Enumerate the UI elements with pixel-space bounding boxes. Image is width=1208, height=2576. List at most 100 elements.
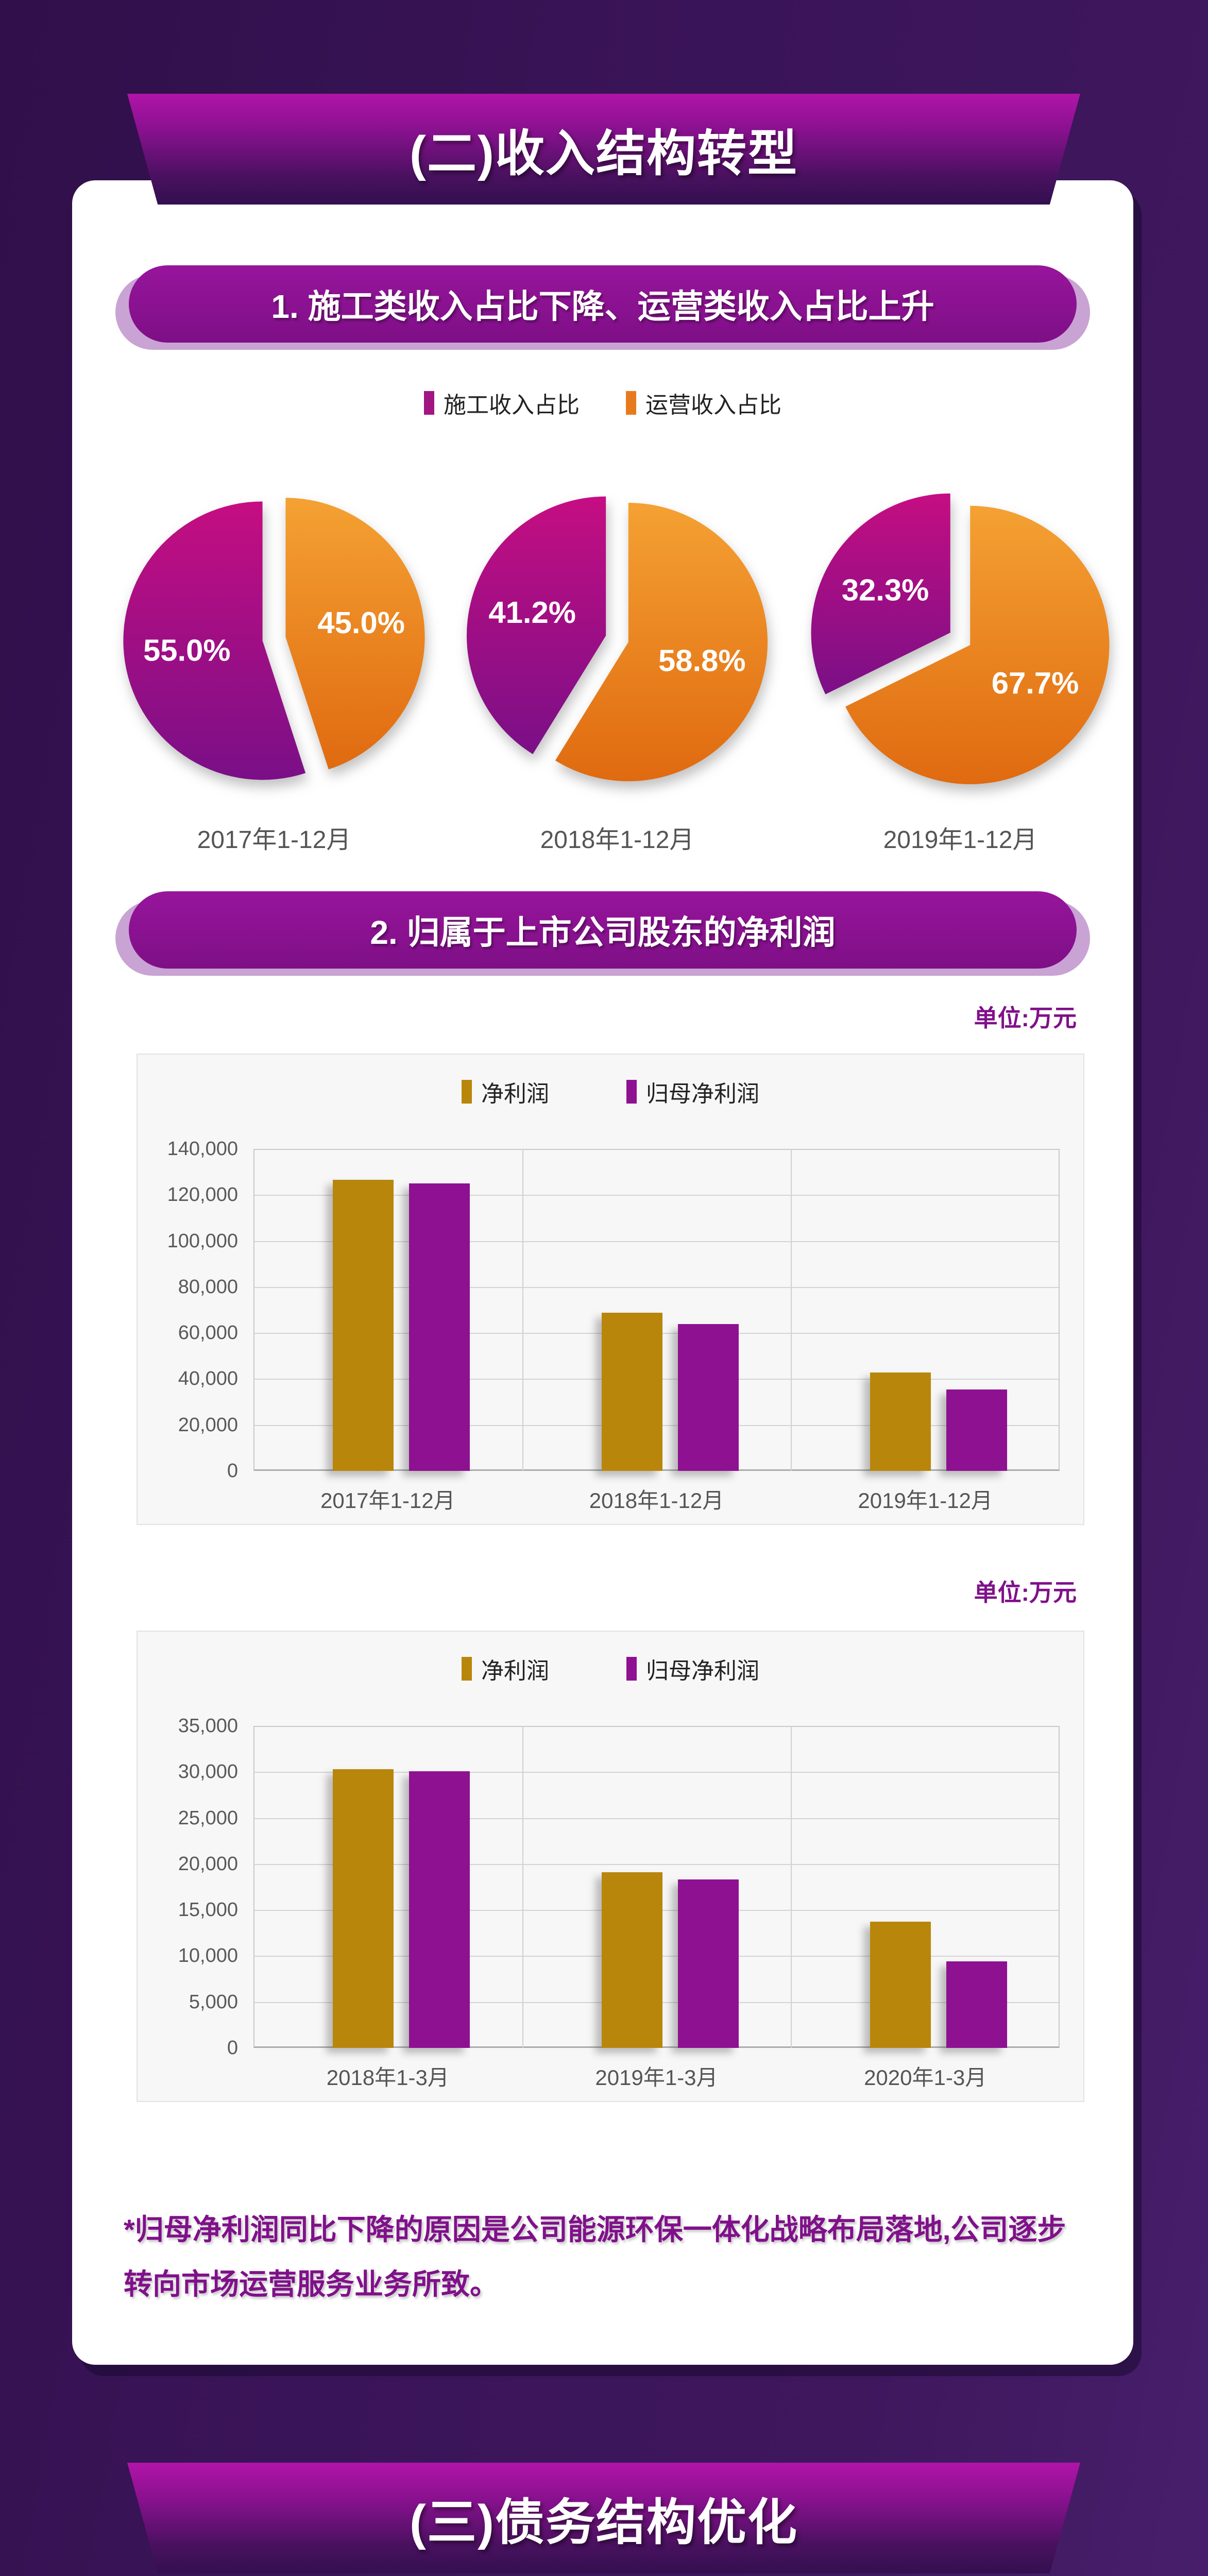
y-axis-label: 100,000 [167,1230,238,1252]
y-axis-label: 140,000 [167,1138,238,1160]
bar-legend-label: 净利润 [481,1081,549,1107]
x-axis-label: 2017年1-12月 [320,1488,455,1513]
bar-归母净利润-2019年1-12月 [946,1389,1008,1471]
bar-归母净利润-2018年1-12月 [677,1324,739,1471]
y-axis-label: 10,000 [178,1945,238,1967]
legend-item-operation: 运营收入占比 [626,386,781,419]
pie-income-2019-svg: 67.7% 32.3% [811,493,1110,785]
pie-slice-运营收入占比 [845,505,1110,785]
income-card: 1. 施工类收入占比下降、运营类收入占比上升 施工收入占比 运营收入占比 45.… [72,180,1133,2365]
category-separator [522,1149,523,1471]
bar-legend: 净利润 归母净利润 [138,1075,1083,1108]
income-pies-banner-text: 1. 施工类收入占比下降、运营类收入占比上升 [271,288,934,325]
bar-legend-label: 归母净利润 [646,1658,759,1684]
y-axis-label: 25,000 [178,1807,238,1829]
bar-净利润-2019年1-3月 [601,1872,662,2048]
gridline [253,1195,1060,1196]
pie-income-2019-caption: 2019年1-12月 [883,826,1037,854]
y-axis-label: 5,000 [189,1991,238,2013]
construction-legend-label: 施工收入占比 [444,393,580,418]
section-income-header-text: (二)收入结构转型 [410,126,798,181]
gridline [253,1772,1060,1773]
bar-legend-item: 归母净利润 [626,1075,759,1108]
pie-percent-label: 55.0% [143,633,231,668]
gridline [253,1286,1060,1288]
pie-chart-income-2019: 67.7% 32.3% 2019年1-12月 [790,469,1130,854]
category-separator [522,1726,523,2048]
section-income-header-ribbon: (二)收入结构转型 [127,94,1080,205]
pie-slice-施工收入占比 [123,501,306,780]
pie-slice-施工收入占比 [811,493,950,694]
pie-income-2018-svg: 58.8% 41.2% [466,496,768,782]
bar-legend-item: 净利润 [462,1075,549,1108]
operation-legend-label: 运营收入占比 [645,393,781,418]
pie-percent-label: 41.2% [488,595,576,630]
pie-slice-运营收入占比 [555,503,768,782]
bar-legend-swatch [462,1657,472,1681]
section-debt-header-text: (三)债务结构优化 [410,2495,798,2550]
bar-归母净利润-2018年1-3月 [409,1771,470,2048]
bar-归母净利润-2019年1-3月 [677,1879,739,2048]
legend-item-construction: 施工收入占比 [424,386,580,419]
y-axis-label: 120,000 [167,1184,238,1206]
y-axis-label: 30,000 [178,1761,238,1783]
unit-label-quarter: 单位:万元 [974,1579,1077,1606]
gridline [253,1818,1060,1819]
x-axis-label: 2019年1-3月 [595,2065,718,2090]
bar-chart-panel-annual: 净利润 归母净利润 0 20,000 40,000 60,000 80,000 100,000… [137,1054,1084,1525]
bar-净利润-2018年1-3月 [332,1769,394,2048]
construction-legend-swatch [424,391,434,415]
bar-legend-label: 归母净利润 [646,1081,759,1107]
y-axis-label: 40,000 [178,1368,238,1390]
x-axis-label: 2018年1-12月 [589,1488,724,1513]
pie-percent-label: 32.3% [842,572,929,607]
pie-slice-施工收入占比 [466,496,606,754]
y-axis-label: 60,000 [178,1322,238,1344]
pie-income-2018-caption: 2018年1-12月 [540,826,694,854]
section-debt-header-ribbon: (三)债务结构优化 [127,2463,1080,2573]
net-profit-banner-text: 2. 归属于上市公司股东的净利润 [370,914,836,951]
bar-legend: 净利润 归母净利润 [138,1652,1083,1685]
pie-slice-运营收入占比 [285,498,425,770]
pie-income-2017-svg: 45.0% 55.0% [123,498,425,780]
bar-归母净利润-2017年1-12月 [409,1183,470,1471]
bar-legend-item: 归母净利润 [626,1652,759,1685]
bar-净利润-2017年1-12月 [332,1180,394,1471]
y-axis-label: 0 [227,1460,238,1482]
bar-净利润-2019年1-12月 [870,1372,931,1471]
gridline [253,1863,1060,1865]
x-axis-label: 2020年1-3月 [864,2065,987,2090]
gridline [253,1241,1060,1242]
pie-percent-label: 67.7% [992,666,1079,700]
bar-legend-item: 净利润 [462,1652,549,1685]
x-axis-label: 2018年1-3月 [326,2065,449,2090]
unit-label-annual: 单位:万元 [974,1005,1077,1031]
y-axis-label: 80,000 [178,1276,238,1298]
y-axis-label: 15,000 [178,1899,238,1921]
income-pie-legend: 施工收入占比 运营收入占比 [72,386,1133,419]
pie-income-2017-caption: 2017年1-12月 [197,826,351,854]
pie-percent-label: 45.0% [317,605,405,640]
bar-legend-swatch [462,1080,472,1104]
pie-percent-label: 58.8% [658,643,746,678]
bar-chart-panel-quarter: 净利润 归母净利润 0 5,000 10,000 15,000 20,000 25,000 30… [137,1631,1084,2102]
y-axis-label: 20,000 [178,1414,238,1436]
bar-legend-swatch [626,1080,637,1104]
net-profit-footnote: *归母净利润同比下降的原因是公司能源环保一体化战略布局落地,公司逐步转向市场运营… [124,2213,1066,2301]
bar-净利润-2018年1-12月 [601,1313,662,1471]
net-profit-banner: 2. 归属于上市公司股东的净利润 [115,891,1090,976]
pie-chart-income-2017: 45.0% 55.0% 2017年1-12月 [104,469,444,854]
pie-chart-income-2018: 58.8% 41.2% 2018年1-12月 [447,469,787,854]
y-axis-label: 0 [227,2037,238,2059]
operation-legend-swatch [626,391,636,415]
x-axis-label: 2019年1-12月 [858,1488,993,1513]
bar-归母净利润-2020年1-3月 [946,1961,1008,2048]
category-separator [791,1149,792,1471]
y-axis-label: 20,000 [178,1853,238,1875]
category-separator [791,1726,792,2048]
bar-legend-swatch [626,1657,637,1681]
income-pies-banner: 1. 施工类收入占比下降、运营类收入占比上升 [115,265,1090,350]
bar-legend-label: 净利润 [481,1658,549,1684]
y-axis-label: 35,000 [178,1715,238,1737]
